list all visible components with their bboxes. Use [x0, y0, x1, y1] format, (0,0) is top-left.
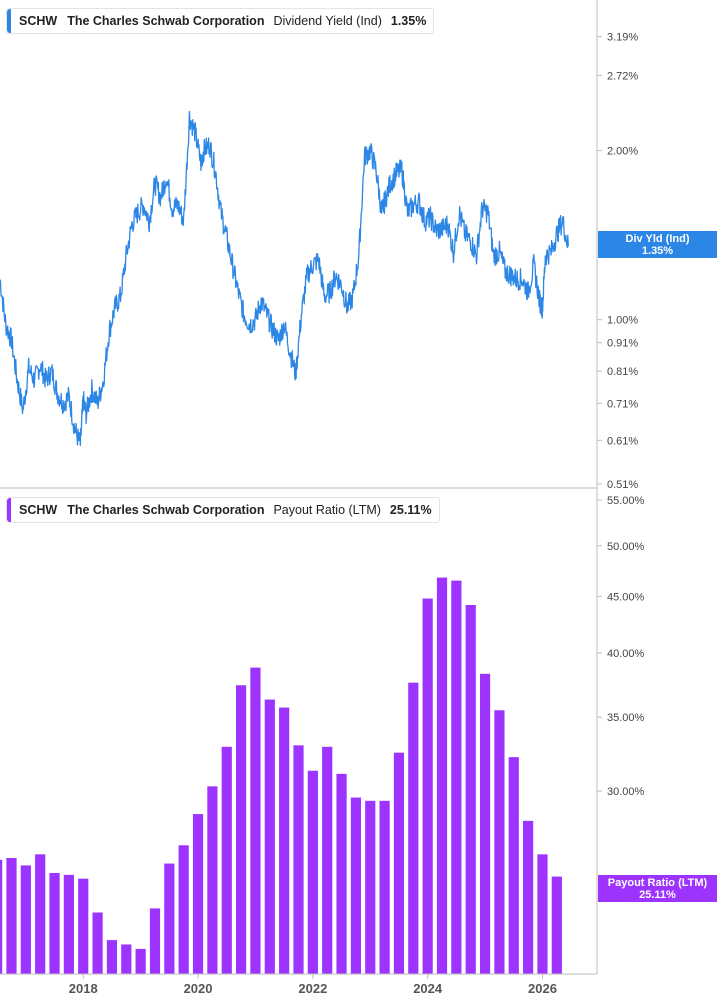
y-tick-label: 1.00% [607, 315, 638, 327]
payout-ratio-legend: SCHW The Charles Schwab Corporation Payo… [6, 497, 440, 523]
payout-ratio-bar [235, 685, 247, 974]
y-tick-label: 40.00% [607, 648, 645, 660]
payout-ratio-bar [350, 797, 362, 974]
legend-company: The Charles Schwab Corporation [67, 503, 265, 517]
payout-ratio-bar [20, 865, 31, 974]
y-tick-label: 2.00% [607, 146, 638, 158]
payout-ratio-bar [379, 800, 390, 974]
x-tick-label: 2020 [184, 981, 213, 996]
payout-ratio-bar [293, 745, 304, 974]
payout-ratio-bar [35, 854, 46, 974]
payout-ratio-bar [494, 710, 505, 974]
payout-ratio-bar [149, 908, 161, 974]
payout-ratio-bar [164, 863, 175, 974]
payout-ratio-panel: 55.00% 50.00% 45.00% 40.00% 35.00% 30.00% 2018… [0, 495, 645, 996]
payout-ratio-bar [436, 577, 448, 974]
payout-ratio-bar [408, 682, 419, 974]
payout-ratio-bar [63, 874, 74, 974]
payout-ratio-bar [451, 580, 462, 974]
x-tick-label: 2024 [413, 981, 443, 996]
payout-ratio-bar [264, 699, 275, 974]
legend-metric: Dividend Yield (Ind) [273, 14, 382, 28]
payout-ratio-bar [307, 770, 318, 974]
legend-value: 1.35% [390, 14, 427, 28]
x-tick-label: 2022 [298, 981, 327, 996]
payout-ratio-bar [106, 940, 118, 974]
payout-ratio-bar [279, 707, 290, 974]
legend-ticker: SCHW [19, 14, 58, 28]
payout-ratio-bar [537, 854, 548, 974]
payout-ratio-bar [479, 673, 491, 974]
y-tick-label: 0.51% [607, 479, 638, 491]
y-tick-label: 35.00% [607, 712, 645, 724]
x-tick-label: 2018 [69, 981, 98, 996]
dividend-yield-legend: SCHW The Charles Schwab Corporation Divi… [6, 8, 435, 34]
legend-company: The Charles Schwab Corporation [67, 14, 265, 28]
y-tick-label: 45.00% [607, 591, 645, 603]
tag-title: Div Yld (Ind) [625, 233, 690, 245]
dividend-yield-value-tag: Div Yld (Ind) 1.35% [598, 231, 717, 258]
payout-ratio-bar [551, 876, 562, 974]
y-tick-label: 0.81% [607, 366, 638, 378]
payout-ratio-bar [192, 814, 204, 974]
payout-ratio-bar [465, 604, 476, 974]
y-tick-label: 30.00% [607, 786, 645, 798]
legend-value: 25.11% [389, 503, 432, 517]
payout-ratio-bar [336, 773, 347, 974]
legend-metric: Payout Ratio (LTM) [273, 503, 381, 517]
dividend-yield-line [0, 110, 569, 446]
payout-ratio-bar [49, 872, 60, 974]
payout-ratio-bar [92, 912, 103, 974]
payout-ratio-bar [322, 746, 333, 974]
payout-ratio-bar [121, 944, 132, 974]
y-tick-label: 0.91% [607, 338, 638, 350]
y-tick-label: 0.71% [607, 398, 638, 410]
legend-ticker: SCHW [19, 503, 58, 517]
x-tick-label: 2026 [528, 981, 557, 996]
payout-ratio-bar [178, 845, 189, 974]
payout-ratio-bar [422, 598, 433, 974]
tag-value: 1.35% [641, 245, 674, 257]
y-tick-label: 3.19% [607, 32, 638, 44]
tag-title: Payout Ratio (LTM) [607, 877, 708, 889]
payout-ratio-bar [523, 820, 534, 974]
line-series-swatch [7, 9, 11, 33]
y-tick-label: 55.00% [607, 495, 645, 507]
payout-ratio-bar [0, 859, 3, 974]
y-tick-label: 50.00% [607, 541, 645, 553]
payout-ratio-bar [393, 752, 405, 974]
payout-ratio-bar [78, 878, 89, 974]
payout-ratio-bar [6, 858, 17, 974]
payout-ratio-bar [250, 667, 261, 974]
bar-series-swatch [7, 498, 11, 522]
payout-ratio-bar [508, 757, 519, 974]
dividend-yield-panel: 3.19% 2.72% 2.00% 1.00% 0.91% 0.81% 0.71% 0.61%… [0, 32, 638, 491]
y-tick-label: 0.61% [607, 435, 638, 447]
payout-ratio-bar [365, 800, 376, 974]
payout-ratio-bar [207, 786, 218, 974]
payout-ratio-bar [135, 948, 146, 974]
y-tick-label: 2.72% [607, 71, 638, 83]
payout-ratio-value-tag: Payout Ratio (LTM) 25.11% [598, 875, 717, 902]
payout-ratio-bar [221, 746, 232, 974]
tag-value: 25.11% [639, 889, 676, 901]
